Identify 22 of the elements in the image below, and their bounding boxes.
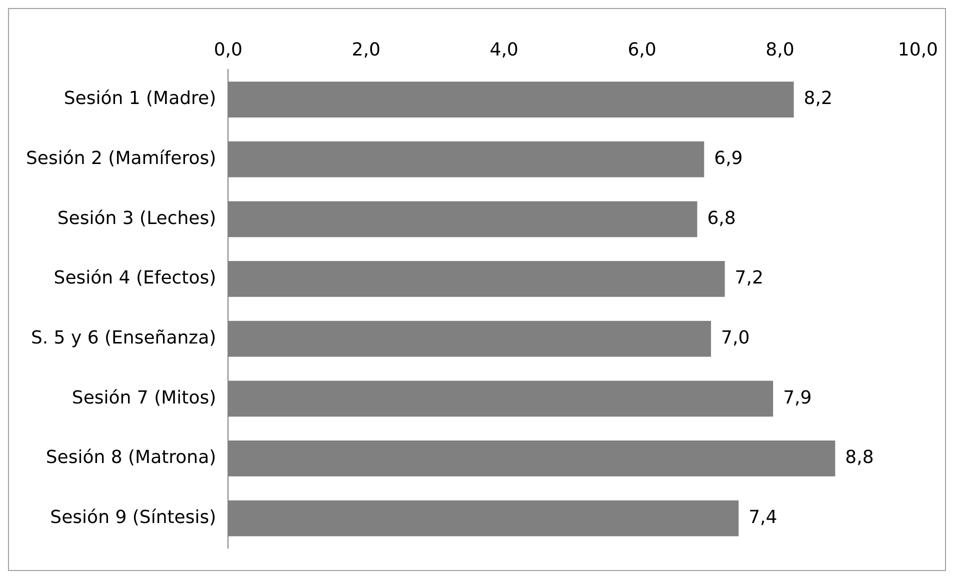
x-tick-label: 4,0 bbox=[490, 39, 518, 60]
data-label: 8,2 bbox=[804, 88, 832, 110]
y-tick-label: Sesión 1 (Madre) bbox=[64, 88, 216, 110]
data-label: 6,8 bbox=[707, 208, 736, 229]
y-tick-label: S. 5 y 6 (Enseñanza) bbox=[30, 327, 216, 348]
data-label: 6,9 bbox=[714, 148, 743, 170]
data-label: 7,0 bbox=[721, 327, 750, 348]
x-tick-label: 8,0 bbox=[766, 39, 794, 60]
y-tick-label: Sesión 7 (Mitos) bbox=[72, 387, 216, 408]
data-label: 7,4 bbox=[748, 506, 778, 528]
y-tick-label: Sesión 3 (Leches) bbox=[57, 208, 216, 229]
data-label: 8,8 bbox=[845, 447, 874, 468]
x-tick-label: 0,0 bbox=[214, 39, 242, 60]
x-tick-label: 10,0 bbox=[898, 39, 938, 60]
x-tick-label: 6,0 bbox=[628, 39, 656, 60]
y-tick-label: Sesión 8 (Matrona) bbox=[46, 447, 216, 468]
x-tick-label: 2,0 bbox=[352, 39, 380, 60]
y-tick-label: Sesión 2 (Mamíferos) bbox=[26, 148, 216, 170]
data-label: 7,9 bbox=[783, 387, 812, 408]
y-tick-label: Sesión 4 (Efectos) bbox=[54, 268, 216, 289]
y-tick-label: Sesión 9 (Síntesis) bbox=[50, 506, 216, 528]
data-label: 7,2 bbox=[734, 268, 764, 289]
